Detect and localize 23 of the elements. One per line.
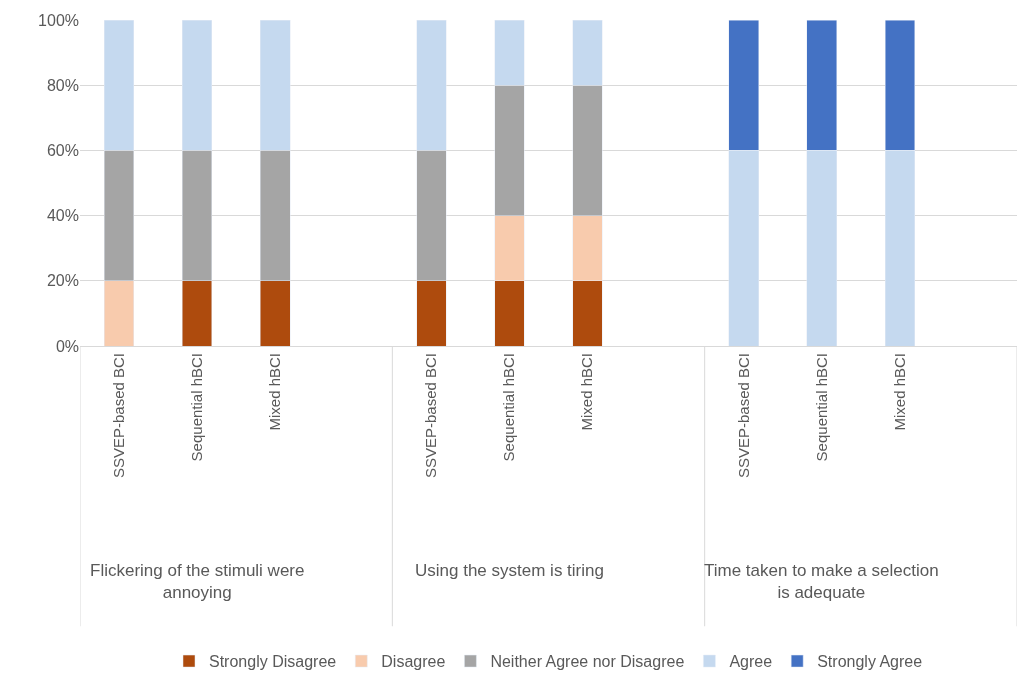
text: Flickering of the stimuli were annoying xyxy=(90,561,305,603)
x-tick-label: SSVEP-based BCI xyxy=(109,353,127,479)
x-tick-label: SSVEP-based BCI xyxy=(422,353,440,479)
x-tick-label: Sequential hBCI xyxy=(812,353,830,462)
text: Time taken to make a selection is adequate xyxy=(704,561,939,603)
legend-label: Strongly Disagree xyxy=(209,653,337,671)
x-tick-label: Sequential hBCI xyxy=(188,353,206,462)
x-tick-label: Mixed hBCI xyxy=(266,353,284,431)
y-tick-label: 100% xyxy=(38,11,79,29)
x-tick-label: SSVEP-based BCI xyxy=(734,353,752,479)
y-tick-label: 40% xyxy=(46,207,79,225)
legend-label: Neither Agree nor Disagree xyxy=(490,653,685,671)
text: Using the system is tiring xyxy=(415,561,604,580)
legend-label: Agree xyxy=(729,653,773,671)
legend-label: Disagree xyxy=(381,653,446,671)
y-tick-label: 0% xyxy=(55,337,79,355)
y-tick-label: 60% xyxy=(46,142,79,159)
x-tick-label: Mixed hBCI xyxy=(890,353,908,431)
y-tick-label: 20% xyxy=(46,272,79,290)
y-tick-label: 80% xyxy=(46,76,79,94)
x-tick-label: Sequential hBCI xyxy=(500,353,518,462)
x-tick-label: Mixed hBCI xyxy=(578,353,596,431)
legend-label: Strongly Agree xyxy=(817,653,923,671)
